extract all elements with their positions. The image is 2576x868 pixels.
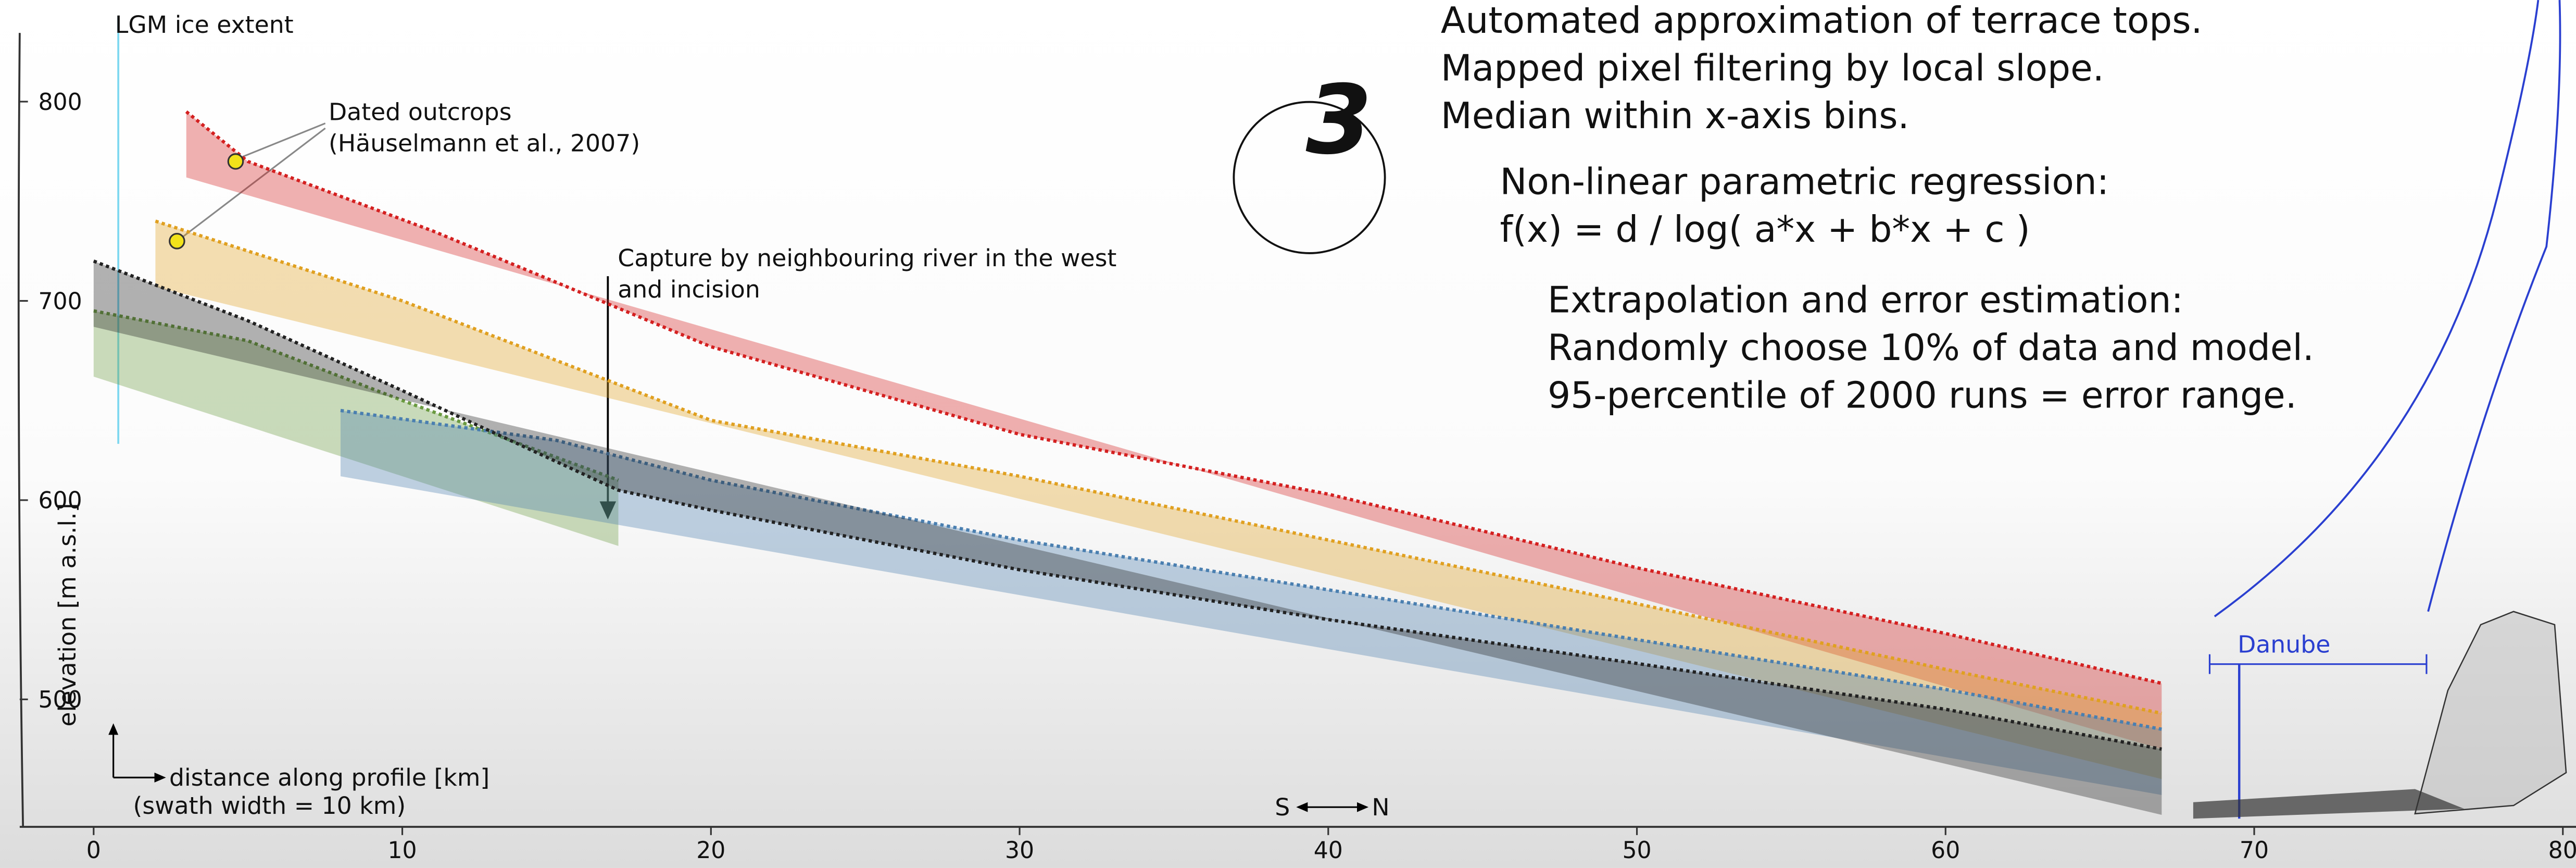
x-tick-label: 40: [1314, 837, 1343, 864]
capture-label: Capture by neighbouring river in the wes…: [618, 244, 1116, 272]
x-tick-label: 50: [1622, 837, 1651, 864]
method-text: 95-percentile of 2000 runs = error range…: [1548, 375, 2297, 417]
method-text: f(x) = d / log( a*x + b*x + c ): [1500, 209, 2030, 251]
direction-s: S: [1275, 793, 1290, 821]
page: {"chart_data": { "type": "line", "title"…: [0, 0, 2576, 868]
chart-title: LONG PROFILE EXTRACTION: [318, 0, 1194, 7]
method-text: Median within x-axis bins.: [1441, 95, 1909, 137]
y-tick-label: 600: [38, 488, 82, 514]
x-tick-label: 10: [387, 837, 417, 864]
x-tick-label: 30: [1005, 837, 1034, 864]
x-axis-label: distance along profile [km]: [169, 764, 489, 791]
x-tick-label: 20: [696, 837, 725, 864]
method-text: Mapped pixel filtering by local slope.: [1441, 48, 2104, 90]
capture-label: and incision: [618, 276, 760, 303]
x-tick-label: 70: [2240, 837, 2269, 864]
method-text: Automated approximation of terrace tops.: [1441, 0, 2203, 42]
method-text: Non-linear parametric regression:: [1500, 161, 2109, 203]
x-axis-sublabel: (swath width = 10 km): [133, 792, 406, 820]
outcrop-ref: (Häuselmann et al., 2007): [329, 129, 640, 157]
chart: LONG PROFILE EXTRACTION Danube LGM ice e…: [0, 0, 2576, 868]
x-tick-label: 60: [1931, 837, 1960, 864]
method-text: Randomly choose 10% of data and model.: [1548, 327, 2314, 369]
dated-outcrop: [170, 234, 184, 249]
outcrop-label: Dated outcrops: [329, 98, 512, 126]
y-tick-label: 500: [38, 687, 82, 713]
ice-label: LGM ice extent: [115, 11, 294, 39]
y-tick-label: 800: [38, 89, 82, 116]
x-tick-label: 0: [86, 837, 101, 864]
direction-n: N: [1372, 793, 1389, 821]
method-text: Extrapolation and error estimation:: [1548, 280, 2183, 321]
step-number: 3: [1306, 65, 1372, 176]
dated-outcrop: [228, 154, 243, 169]
y-tick-label: 700: [38, 288, 82, 315]
danube-label: Danube: [2238, 631, 2330, 659]
x-tick-label: 80: [2548, 837, 2576, 864]
